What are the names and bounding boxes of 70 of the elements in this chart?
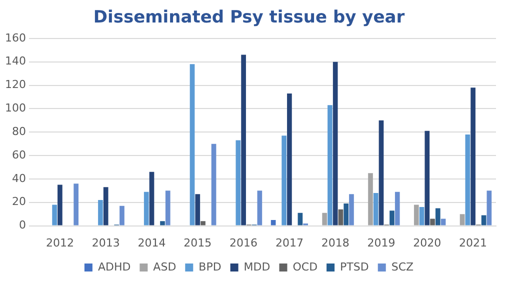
y-tick-label: 20 [12, 195, 26, 208]
x-tick-label: 2016 [230, 236, 258, 250]
y-tick-label: 80 [12, 124, 26, 138]
bar [390, 210, 394, 226]
legend-label: ASD [153, 260, 176, 274]
y-tick-label: 100 [4, 102, 26, 115]
bar [282, 136, 286, 226]
bar [470, 88, 476, 226]
legend-label: OCD [292, 260, 318, 274]
y-tick-label: 140 [4, 54, 26, 68]
x-tick-label: 2020 [413, 236, 442, 250]
bar [414, 204, 419, 226]
bar [74, 184, 78, 226]
bar [149, 172, 154, 226]
legend-label: MDD [244, 260, 270, 274]
bar [378, 120, 384, 226]
bar [211, 144, 216, 226]
y-tick-label: 120 [4, 78, 26, 92]
bar [103, 187, 108, 226]
bar [465, 134, 470, 226]
bar [419, 207, 424, 226]
x-tick-label: 2014 [138, 236, 166, 250]
bar [257, 190, 262, 226]
y-tick-label: 60 [12, 148, 26, 162]
bar [332, 62, 338, 226]
bar [368, 173, 373, 226]
bar [435, 208, 440, 226]
x-tick-label: 2021 [459, 236, 488, 250]
bar [486, 190, 492, 226]
x-tick-label: 2017 [275, 236, 304, 250]
bar [270, 220, 276, 226]
bar [120, 206, 124, 226]
bar [394, 192, 400, 226]
bar [98, 200, 103, 226]
bar [344, 204, 349, 226]
bar [481, 215, 486, 226]
bar [190, 64, 195, 226]
legend-label: ADHD [98, 260, 131, 274]
bar [430, 218, 435, 226]
y-tick-label: 40 [12, 172, 26, 185]
bar [144, 192, 149, 226]
bar [165, 190, 170, 226]
x-tick-label: 2013 [92, 236, 120, 250]
y-tick-label: 0 [18, 218, 26, 232]
bar [52, 204, 57, 226]
bar [424, 130, 430, 226]
legend-label: BPD [198, 260, 222, 274]
bar [328, 105, 332, 226]
legend-label: PTSD [340, 260, 369, 274]
chart-title: Disseminated Psy tissue by year [93, 8, 406, 28]
bar [298, 212, 303, 226]
y-tick-label: 160 [4, 31, 26, 44]
bar [440, 218, 446, 226]
x-tick-label: 2012 [46, 236, 74, 250]
x-tick-label: 2018 [321, 236, 350, 250]
bar [58, 184, 62, 226]
bar [349, 194, 354, 226]
x-tick-label: 2015 [184, 236, 212, 250]
bar [287, 93, 292, 226]
bar [322, 212, 328, 226]
legend-label: SCZ [391, 260, 414, 274]
bar [160, 221, 165, 226]
bar [373, 193, 378, 226]
bar [241, 54, 246, 226]
bar [338, 209, 344, 226]
bar [460, 214, 465, 226]
bar [236, 140, 241, 226]
bar [195, 194, 200, 226]
bar [200, 221, 206, 226]
x-tick-label: 2019 [367, 236, 396, 250]
